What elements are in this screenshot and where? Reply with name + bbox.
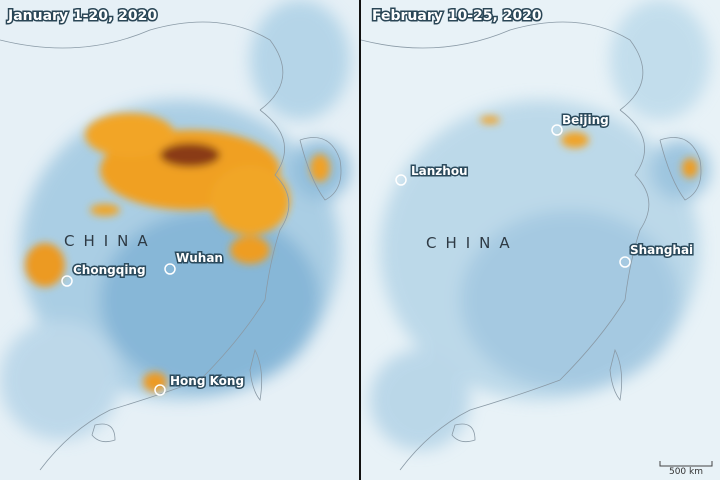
left-map xyxy=(0,0,359,480)
city-marker xyxy=(551,124,563,136)
city-label: Lanzhou xyxy=(411,164,468,178)
panel-title: February 10-25, 2020 xyxy=(372,8,542,24)
city-marker xyxy=(164,263,176,275)
panel-divider xyxy=(359,0,361,480)
city-label: Chongqing xyxy=(73,263,146,277)
city-marker xyxy=(61,275,73,287)
panel-title: January 1-20, 2020 xyxy=(7,8,157,24)
country-label: CHINA xyxy=(426,234,519,252)
city-marker xyxy=(619,256,631,268)
country-label: CHINA xyxy=(64,232,157,250)
city-marker xyxy=(395,174,407,186)
scale-bar xyxy=(659,461,713,467)
city-label: Wuhan xyxy=(176,251,223,265)
city-label: Beijing xyxy=(562,113,609,127)
city-marker xyxy=(154,384,166,396)
right-map xyxy=(361,0,720,480)
city-label: Shanghai xyxy=(630,243,693,257)
scale-label: 500 km xyxy=(669,467,703,477)
city-label: Hong Kong xyxy=(170,374,244,388)
